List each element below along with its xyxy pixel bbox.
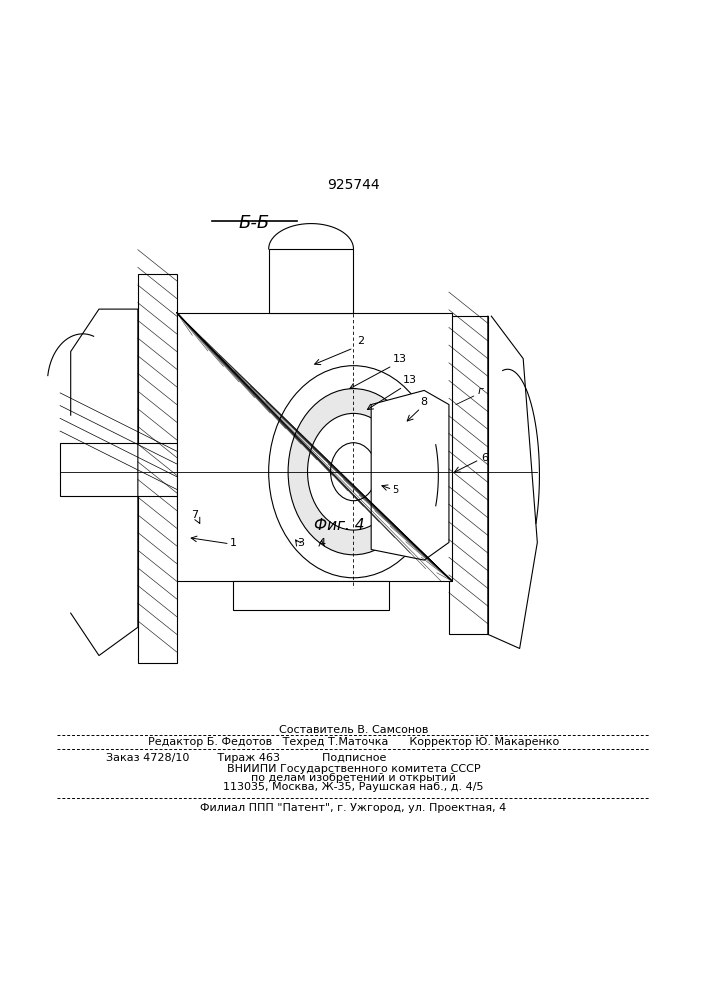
Text: 5: 5: [392, 485, 399, 495]
Ellipse shape: [330, 443, 376, 501]
Text: ВНИИПИ Государственного комитета СССР: ВНИИПИ Государственного комитета СССР: [227, 764, 480, 774]
Bar: [269, 249, 354, 313]
Text: 13: 13: [392, 354, 407, 364]
Text: Б-Б: Б-Б: [239, 214, 270, 232]
Text: г: г: [477, 386, 483, 396]
Ellipse shape: [269, 366, 438, 578]
Text: Заказ 4728/10        Тираж 463            Подписное: Заказ 4728/10 Тираж 463 Подписное: [106, 753, 387, 763]
Text: 6: 6: [481, 453, 488, 463]
Text: Редактор Б. Федотов   Техред Т.Маточка      Корректор Ю. Макаренко: Редактор Б. Федотов Техред Т.Маточка Кор…: [148, 737, 559, 747]
Bar: [333, 451, 374, 493]
Text: 925744: 925744: [327, 178, 380, 192]
Bar: [177, 313, 452, 581]
Text: по делам изобретений и открытий: по делам изобретений и открытий: [251, 773, 456, 783]
Text: 13: 13: [403, 375, 417, 385]
Text: 113035, Москва, Ж-35, Раушская наб., д. 4/5: 113035, Москва, Ж-35, Раушская наб., д. …: [223, 782, 484, 792]
Text: 2: 2: [357, 336, 364, 346]
Bar: [449, 316, 488, 634]
Ellipse shape: [308, 413, 399, 530]
Text: Составитель В. Самсонов: Составитель В. Самсонов: [279, 725, 428, 735]
Text: Филиал ППП "Патент", г. Ужгород, ул. Проектная, 4: Филиал ППП "Патент", г. Ужгород, ул. Про…: [200, 803, 507, 813]
Text: 1: 1: [230, 538, 237, 548]
Bar: [233, 581, 389, 610]
Text: 7: 7: [191, 510, 198, 520]
Ellipse shape: [288, 389, 419, 555]
Bar: [138, 274, 177, 663]
Text: Фиг. 4: Фиг. 4: [314, 518, 365, 533]
Bar: [60, 443, 177, 496]
Text: 3: 3: [297, 538, 304, 548]
Text: 8: 8: [421, 397, 428, 407]
Text: 4: 4: [318, 538, 325, 548]
Polygon shape: [371, 390, 449, 560]
